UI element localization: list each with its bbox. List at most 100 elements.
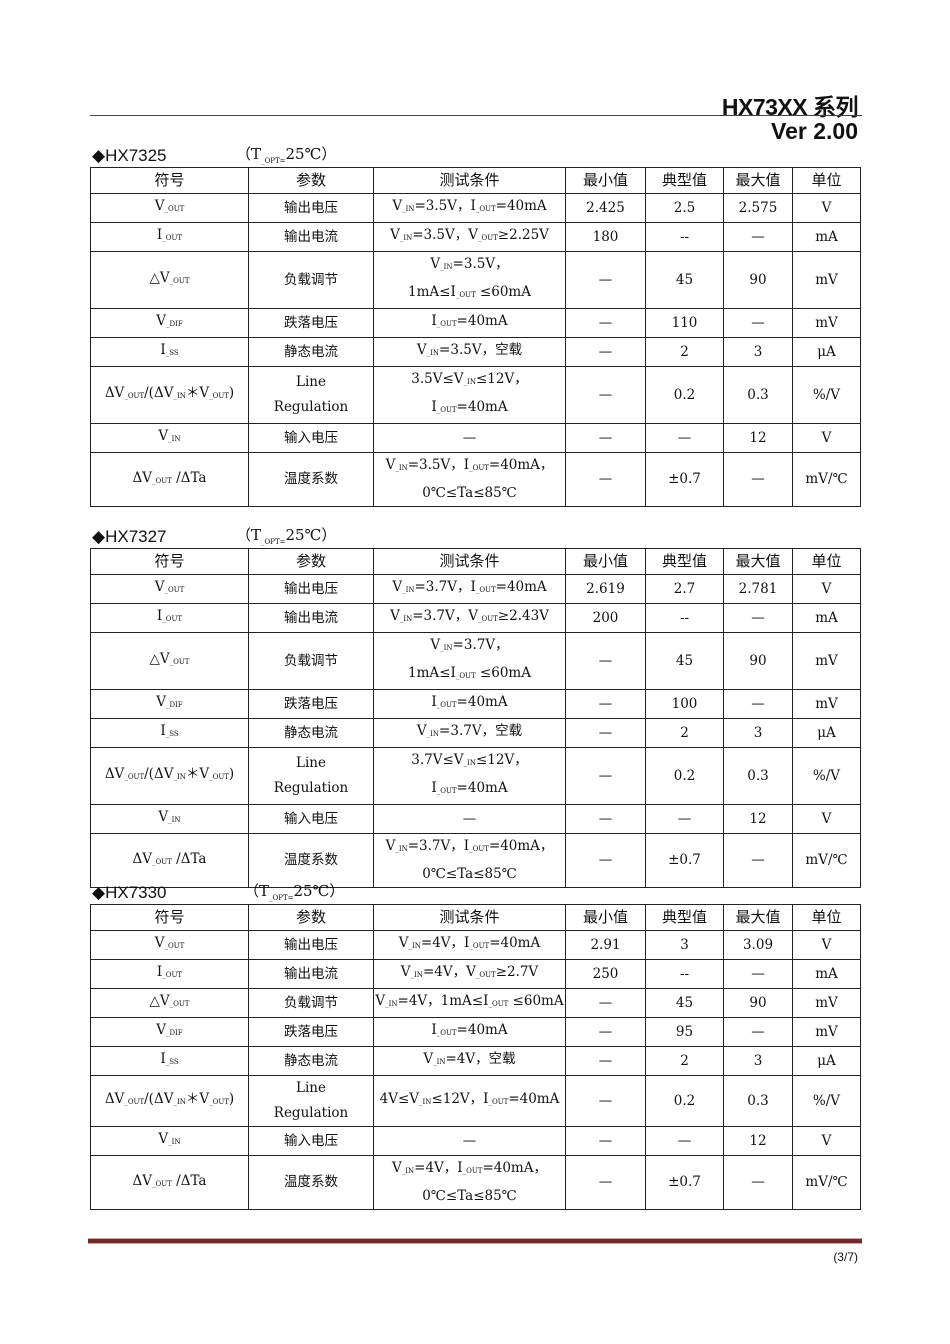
text-segment: 负载调节 [284, 994, 338, 1011]
table-cell: mV/℃ [792, 1155, 861, 1210]
text-segment: V [385, 838, 396, 854]
table-cell: — [723, 222, 793, 252]
text-segment: 温度系数 [284, 471, 338, 487]
text-segment: mA [815, 228, 838, 245]
table-cell: 95 [645, 1017, 724, 1047]
text-segment: -- [679, 228, 690, 245]
table-cell: 温度系数 [248, 452, 374, 507]
table-row: V_IN 输入电压 — — —12 V [90, 423, 861, 453]
text-segment: V [156, 694, 166, 710]
series-title: HX73XX 系列 [721, 94, 859, 120]
table-cell: 0.3 [723, 747, 793, 805]
subscript-text: _OUT [162, 971, 183, 979]
subscript-text: _IN [419, 1098, 432, 1106]
column-header: 测试条件 [373, 548, 566, 575]
table-cell: 温度系数 [248, 1155, 374, 1210]
subscript-text: _SS [165, 349, 179, 357]
table-cell: — [565, 1075, 646, 1127]
text-segment: ±0.7 [668, 1174, 701, 1190]
table-row: V_OUT 输出电压 V_IN=4V，I_OUT=40mA 2.91 3 3.09 V [90, 930, 861, 960]
text-segment: — [598, 343, 613, 360]
subscript-text: _IN [385, 1000, 398, 1008]
subscript-text: _IN [440, 644, 453, 652]
footer-divider [88, 1238, 862, 1244]
subscript-text: _OUT [469, 845, 489, 853]
text-segment: 静态电流 [284, 724, 338, 741]
table-cell: 2.781 [723, 574, 793, 604]
subscript-text: _OPT= [261, 157, 286, 165]
subscript-text: _DIF [166, 701, 183, 709]
subscript-text: _OUT [152, 857, 172, 866]
text-segment: — [598, 1092, 613, 1109]
text-segment: %/V [812, 767, 841, 784]
table-cell: — [565, 308, 646, 338]
subscript-text: _DIF [166, 320, 183, 328]
subscript-text: _IN [399, 615, 413, 623]
text-segment: 3.09 [742, 936, 774, 953]
table-row: V_DIF 跌落电压 I_OUT=40mA — 110 — mV [90, 308, 861, 338]
text-segment: 0℃≤Ta≤85℃ [422, 866, 517, 882]
table-header-row: 符号 参数 测试条件 最小值 典型值 最大值 单位 [90, 548, 861, 575]
table-cell: 4V≤V_IN≤12V，I_OUT=40mA [373, 1075, 566, 1127]
text-segment: 45 [675, 271, 694, 288]
text-segment: V [392, 579, 403, 595]
header-divider [90, 115, 862, 116]
text-segment: 0℃≤Ta≤85℃ [422, 1188, 517, 1204]
table-cell: Line Regulation [248, 747, 374, 805]
subscript-text: _IN [463, 378, 476, 386]
column-header: 最大值 [723, 904, 793, 931]
table-cell: — [565, 1046, 646, 1076]
text-segment: mV [815, 1023, 838, 1040]
table-cell: 负载调节 [248, 632, 374, 690]
text-segment: — [677, 810, 692, 827]
table-cell: 2.91 [565, 930, 646, 960]
text-segment: 90 [749, 994, 767, 1011]
table-header-row: 符号 参数 测试条件 最小值 典型值 最大值 单位 [90, 904, 861, 931]
table-cell: — [723, 1155, 793, 1210]
text-segment: =40mA [456, 313, 508, 329]
text-segment: =40mA， [488, 457, 554, 473]
subscript-text: _OUT [469, 464, 489, 472]
table-cell: mV [792, 308, 861, 338]
text-segment: — [598, 314, 613, 331]
table-row: I_OUT 输出电流 V_IN=3.5V，V_OUT≥2.25V 180 -- — mA [90, 222, 861, 252]
subscript-text: _IN [408, 942, 421, 950]
table-cell: V_IN=3.5V，I_OUT=40mA [373, 193, 566, 223]
text-segment: 90 [749, 652, 767, 669]
text-segment: 负载调节 [284, 271, 338, 288]
table-cell: ΔV_OUT /ΔTa [90, 452, 249, 507]
spec-table: 符号 参数 测试条件 最小值 典型值 最大值 单位 V_OUT 输出电压 V_IN=3.5V，I_… [90, 167, 861, 507]
text-segment: — [751, 314, 765, 331]
text-segment: /(ΔV [144, 1091, 174, 1107]
text-segment: %/V [812, 1092, 841, 1109]
text-segment: I [156, 964, 163, 980]
table-cell: — [723, 959, 793, 989]
table-cell: %/V [792, 1075, 861, 1127]
table-cell: I_SS [90, 718, 249, 748]
table-cell: V_DIF [90, 1017, 249, 1047]
text-segment: =4V，I [414, 1160, 463, 1176]
text-segment: ) [228, 1091, 235, 1107]
text-segment: △V [149, 651, 170, 667]
subscript-text: _OUT [475, 586, 496, 594]
table-cell: 输入电压 [248, 423, 374, 453]
test-condition: （T_OPT=25℃） [244, 880, 344, 902]
subscript-text: _IN [395, 464, 408, 472]
text-segment: Regulation [273, 399, 349, 415]
text-segment: =40mA [456, 780, 508, 796]
text-segment: — [598, 429, 613, 446]
spec-table: 符号 参数 测试条件 最小值 典型值 最大值 单位 V_OUT 输出电压 V_IN=3.7V，I_… [90, 548, 861, 888]
table-cell: 0.2 [645, 1075, 724, 1127]
subscript-text: _OUT [164, 205, 185, 213]
table-cell: 2 [645, 718, 724, 748]
table-cell: I_SS [90, 1046, 249, 1076]
table-cell: 输出电压 [248, 930, 374, 960]
text-segment: =3.5V，空载 [439, 342, 523, 358]
subscript-text: _OUT [436, 320, 457, 328]
text-segment: — [677, 429, 692, 446]
text-segment: =40mA [456, 694, 508, 710]
section-title: ◆HX7325 [92, 146, 167, 165]
subscript-text: _OUT [209, 773, 229, 781]
table-cell: V_IN [90, 1126, 249, 1156]
text-segment: 3 [680, 936, 689, 953]
